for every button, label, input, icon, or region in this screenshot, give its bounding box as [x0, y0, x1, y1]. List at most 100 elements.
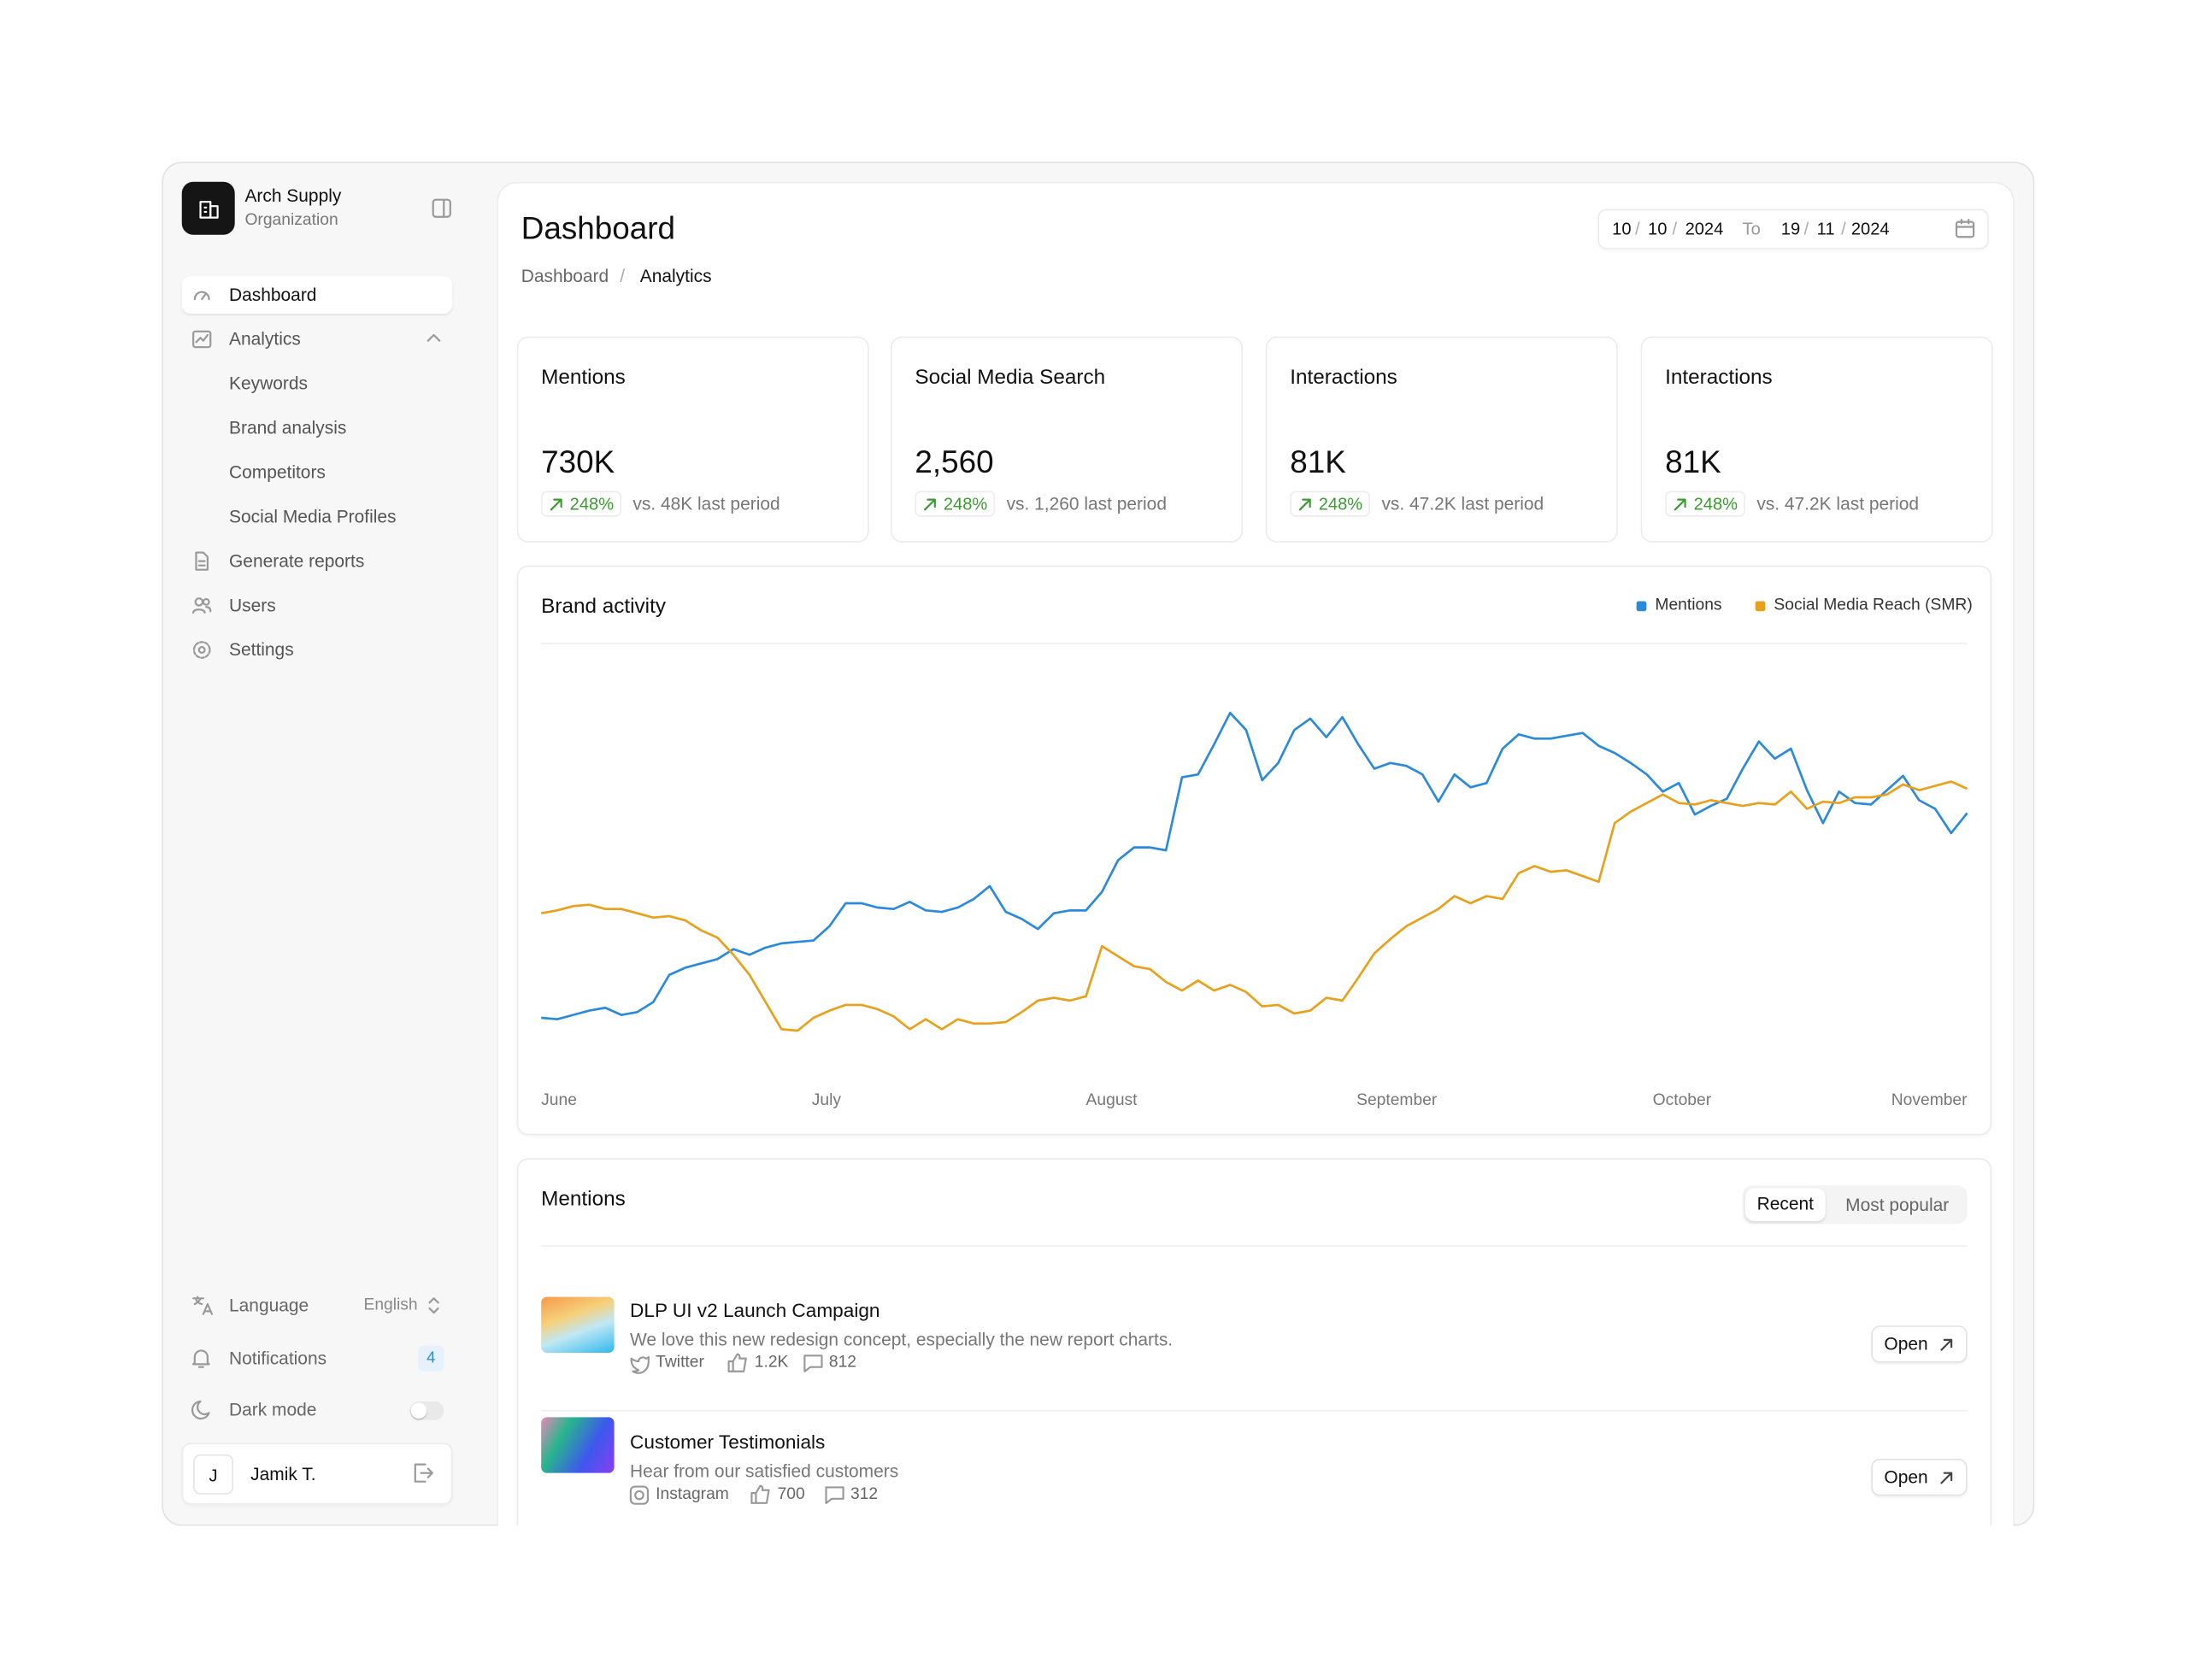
date-from-part: / — [1634, 219, 1640, 239]
nav-subitem[interactable]: Brand analysis — [229, 418, 347, 438]
date-range[interactable] — [1597, 209, 1989, 250]
kpi-change: 248% — [569, 493, 615, 514]
mention-title: Customer Testimonials — [630, 1431, 826, 1454]
date-to-label: To — [1742, 219, 1761, 239]
collapse-icon[interactable] — [432, 198, 451, 218]
tab-most-popular[interactable]: Most popular — [1845, 1195, 1950, 1216]
mention-title: DLP UI v2 Launch Campaign — [630, 1299, 880, 1322]
kpi-comparison: vs. 48K last period — [632, 493, 780, 514]
breadcrumb-separator: / — [620, 266, 626, 287]
nav-item[interactable]: Analytics — [229, 329, 301, 350]
org-name: Arch Supply — [244, 185, 342, 207]
like-icon — [727, 1353, 747, 1372]
kpi-card — [1640, 336, 1993, 543]
mention-platform: Twitter — [656, 1354, 704, 1372]
breadcrumb-item[interactable]: Dashboard — [521, 266, 609, 287]
nav-icon — [193, 291, 210, 301]
platform-icon — [629, 1485, 650, 1505]
legend-swatch — [1755, 601, 1766, 612]
chevron-up[interactable] — [427, 333, 441, 342]
kpi-title: Mentions — [541, 366, 626, 390]
mention-comments: 312 — [850, 1485, 879, 1503]
tab-recent[interactable]: Recent — [1744, 1188, 1826, 1221]
item-divider — [541, 1409, 1968, 1412]
nav-item-active[interactable]: Dashboard — [229, 285, 317, 305]
kpi-comparison: vs. 1,260 last period — [1006, 493, 1167, 514]
legend-label: Social Media Reach (SMR) — [1774, 596, 1973, 614]
nav-active-bg — [181, 276, 453, 314]
nav-subitem[interactable]: Competitors — [229, 462, 326, 483]
toggle-knob — [410, 1402, 427, 1419]
legend-swatch — [1636, 601, 1647, 612]
kpi-comparison: vs. 47.2K last period — [1756, 493, 1920, 514]
date-to-part: 11 — [1816, 219, 1835, 239]
open-arrow — [1940, 1338, 1953, 1351]
nav-subitem[interactable]: Keywords — [229, 373, 308, 394]
nav-item[interactable]: Generate reports — [229, 550, 365, 572]
mentions-card — [516, 1158, 1992, 1588]
kpi-title: Interactions — [1665, 366, 1773, 390]
language-value[interactable]: English — [363, 1296, 418, 1314]
mention-comments: 812 — [828, 1354, 857, 1372]
language-icon — [192, 1296, 214, 1315]
building-icon — [199, 201, 219, 219]
mention-description: Hear from our satisfied customers — [630, 1461, 899, 1482]
kpi-value: 81K — [1290, 444, 1346, 480]
page-title: Dashboard — [521, 210, 676, 247]
mention-thumbnail — [541, 1296, 615, 1353]
org-logo[interactable] — [181, 181, 235, 235]
mention-platform: Instagram — [656, 1485, 729, 1503]
mentions-divider — [541, 1245, 1968, 1247]
moon-icon — [191, 1400, 210, 1420]
nav-item[interactable]: Settings — [229, 639, 294, 661]
nav-icon — [195, 551, 209, 571]
nav-icon — [192, 330, 212, 349]
arrow-up-right — [1674, 498, 1686, 511]
kpi-card — [1265, 336, 1618, 543]
kpi-change-badge — [1290, 491, 1371, 517]
kpi-value: 2,560 — [915, 444, 994, 480]
dark-mode-toggle[interactable] — [409, 1401, 444, 1420]
nav-icon — [192, 597, 212, 614]
user-name: Jamik T. — [250, 1464, 316, 1485]
select-chevrons — [428, 1297, 439, 1314]
open-arrow — [1940, 1472, 1953, 1484]
nav-item[interactable]: Users — [229, 595, 276, 616]
mention-description: We love this new redesign concept, espec… — [630, 1330, 1174, 1350]
notifications-label: Notifications — [229, 1348, 327, 1369]
kpi-change-badge — [541, 491, 621, 517]
kpi-value: 81K — [1665, 444, 1721, 480]
nav-icon — [192, 641, 211, 659]
open-button-label[interactable]: Open — [1884, 1334, 1928, 1354]
date-to-part: / — [1803, 219, 1809, 239]
bottom-cover — [162, 1525, 2052, 1662]
open-button-label[interactable]: Open — [1884, 1466, 1928, 1488]
date-from-part: 10 — [1648, 219, 1668, 239]
kpi-card — [516, 336, 869, 543]
kpi-comparison: vs. 47.2K last period — [1381, 493, 1544, 514]
breadcrumb-current: Analytics — [639, 266, 712, 287]
kpi-change-badge — [1665, 491, 1745, 517]
bell-icon — [192, 1349, 210, 1368]
date-to-part: 19 — [1780, 219, 1801, 239]
kpi-title: Interactions — [1290, 366, 1397, 390]
kpi-change: 248% — [1318, 493, 1363, 514]
date-from-part: / — [1672, 219, 1678, 239]
language-label: Language — [229, 1295, 309, 1316]
arrow-up-right — [1298, 498, 1311, 511]
nav-subitem[interactable]: Social Media Profiles — [229, 506, 397, 527]
comment-icon — [803, 1354, 823, 1372]
like-icon — [750, 1484, 770, 1504]
calendar-icon[interactable] — [1955, 219, 1975, 238]
date-to-part: / — [1841, 219, 1846, 239]
mention-likes: 700 — [777, 1485, 805, 1503]
date-from-part: 10 — [1612, 219, 1632, 239]
date-from-part: 2024 — [1685, 219, 1724, 239]
logout-icon[interactable] — [414, 1463, 433, 1483]
chart-title: Brand activity — [541, 595, 666, 619]
mentions-title: Mentions — [541, 1188, 626, 1212]
org-type: Organization — [244, 211, 338, 230]
